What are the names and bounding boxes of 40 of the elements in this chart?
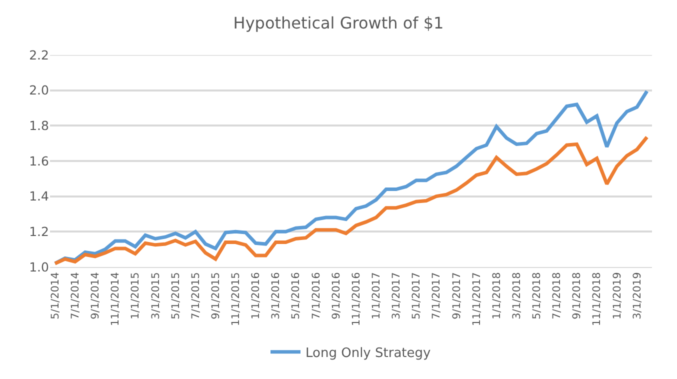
- chart-title: Hypothetical Growth of $1: [233, 13, 444, 32]
- x-tick-label: 3/1/2017: [390, 272, 403, 320]
- y-tick-label: 2.0: [29, 82, 50, 98]
- x-tick-label: 5/1/2017: [410, 272, 423, 320]
- x-tick-label: 7/1/2018: [551, 272, 564, 320]
- x-tick-label: 5/1/2015: [170, 272, 182, 320]
- x-tick-label: 7/1/2016: [310, 272, 322, 320]
- legend-label: Long Only Strategy: [306, 346, 432, 361]
- x-tick-label: 3/1/2019: [631, 272, 644, 320]
- x-tick-label: 1/1/2016: [250, 272, 262, 320]
- x-tick-label: 9/1/2014: [90, 272, 102, 320]
- x-tick-label: 1/1/2015: [130, 272, 142, 320]
- y-tick-label: 1.4: [29, 188, 50, 204]
- x-tick-label: 1/1/2019: [611, 272, 624, 320]
- x-tick-label: 11/1/2015: [230, 272, 242, 326]
- x-tick-label: 5/1/2016: [290, 272, 302, 320]
- line-series: [53, 135, 649, 266]
- x-tick-label: 5/1/2014: [49, 272, 62, 320]
- x-tick-label: 11/1/2016: [350, 272, 362, 326]
- y-tick-label: 1.2: [29, 224, 49, 240]
- x-tick-label: 9/1/2017: [450, 272, 463, 320]
- x-tick-label: 9/1/2015: [210, 272, 222, 320]
- x-tick-label: 11/1/2014: [110, 272, 122, 326]
- y-tick-label: 1.8: [29, 118, 50, 134]
- x-tick-label: 9/1/2016: [330, 272, 342, 320]
- x-tick-label: 1/1/2018: [490, 272, 503, 320]
- x-tick-label: 5/1/2018: [531, 272, 544, 320]
- x-tick-label: 7/1/2014: [69, 272, 82, 320]
- x-tick-label: 11/1/2018: [591, 272, 604, 326]
- y-tick-label: 1.0: [29, 259, 50, 274]
- x-tick-label: 9/1/2018: [571, 272, 584, 320]
- x-tick-label: 3/1/2016: [270, 272, 282, 320]
- x-tick-label: 7/1/2015: [190, 272, 202, 320]
- y-tick-label: 1.6: [29, 153, 50, 168]
- x-tick-label: 3/1/2018: [510, 272, 523, 320]
- x-tick-label: 11/1/2017: [470, 272, 483, 326]
- y-tick-label: 2.2: [29, 47, 49, 62]
- x-tick-label: 1/1/2017: [370, 272, 382, 320]
- x-tick-label: 7/1/2017: [430, 272, 443, 320]
- x-tick-label: 3/1/2015: [150, 272, 162, 320]
